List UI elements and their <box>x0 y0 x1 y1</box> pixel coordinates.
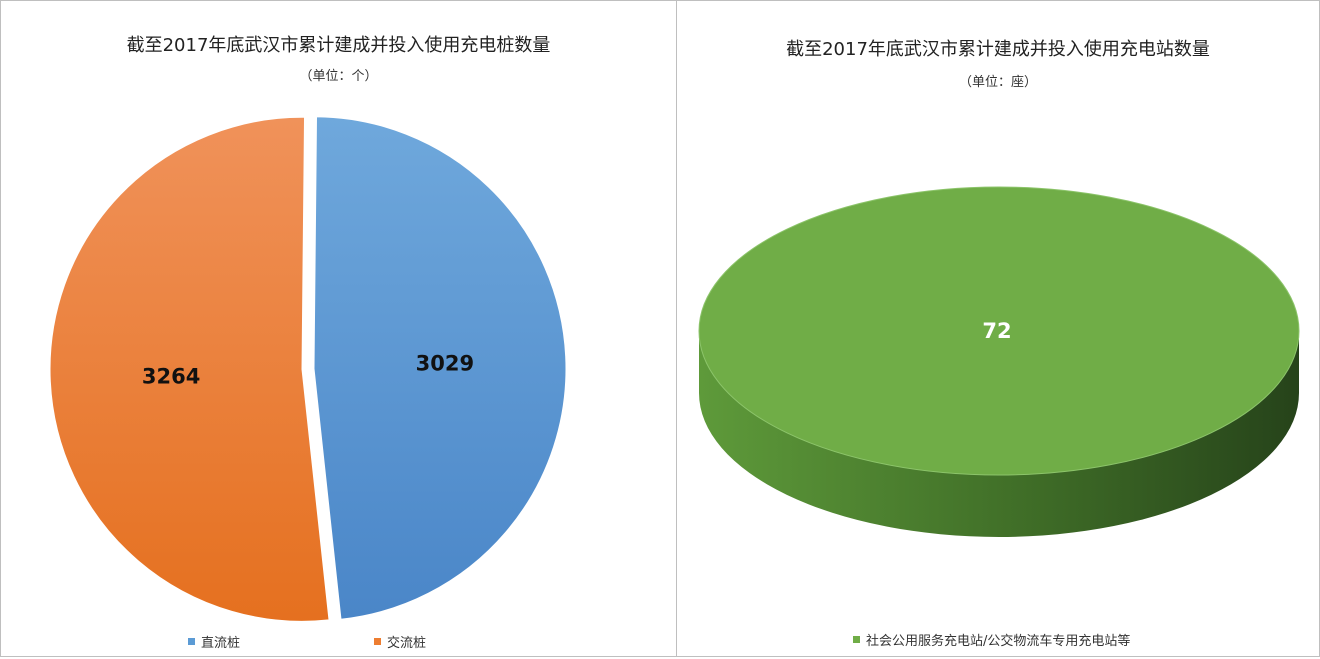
pie-slice-stations <box>698 186 1300 476</box>
data-label-ac: 3264 <box>142 365 200 389</box>
legend-label-dc: 直流桩 <box>201 636 241 651</box>
legend-swatch-stations <box>853 636 860 643</box>
legend-swatch-dc <box>188 638 195 645</box>
data-label-stations: 72 <box>982 319 1011 343</box>
right-chart-subtitle: （单位：座） <box>958 75 1037 90</box>
pie-slice-dc <box>313 116 567 620</box>
right-chart-title: 截至2017年底武汉市累计建成并投入使用充电站数量 <box>786 39 1210 60</box>
right-chart-panel: 截至2017年底武汉市累计建成并投入使用充电站数量 （单位：座） 72 社会公用… <box>676 0 1320 657</box>
left-chart-panel: 截至2017年底武汉市累计建成并投入使用充电桩数量 （单位：个） 3029 326… <box>0 0 677 657</box>
pie-chart-charging-piles: 3029 3264 <box>49 116 567 622</box>
legend-swatch-ac <box>374 638 381 645</box>
data-label-dc: 3029 <box>416 351 474 375</box>
legend-label-stations: 社会公用服务充电站/公交物流车专用充电站等 <box>866 634 1131 649</box>
pie-slice-ac <box>49 116 330 622</box>
legend-item-stations: 社会公用服务充电站/公交物流车专用充电站等 <box>853 630 1130 649</box>
legend-item-ac: 交流桩 <box>374 632 426 651</box>
pie-chart-charging-stations: 72 <box>698 186 1300 537</box>
left-chart-title: 截至2017年底武汉市累计建成并投入使用充电桩数量 <box>126 35 551 56</box>
legend-label-ac: 交流桩 <box>387 636 427 651</box>
pie-slice-side-stations <box>699 331 1299 537</box>
legend-item-dc: 直流桩 <box>188 632 240 651</box>
left-chart-subtitle: （单位：个） <box>299 69 378 84</box>
